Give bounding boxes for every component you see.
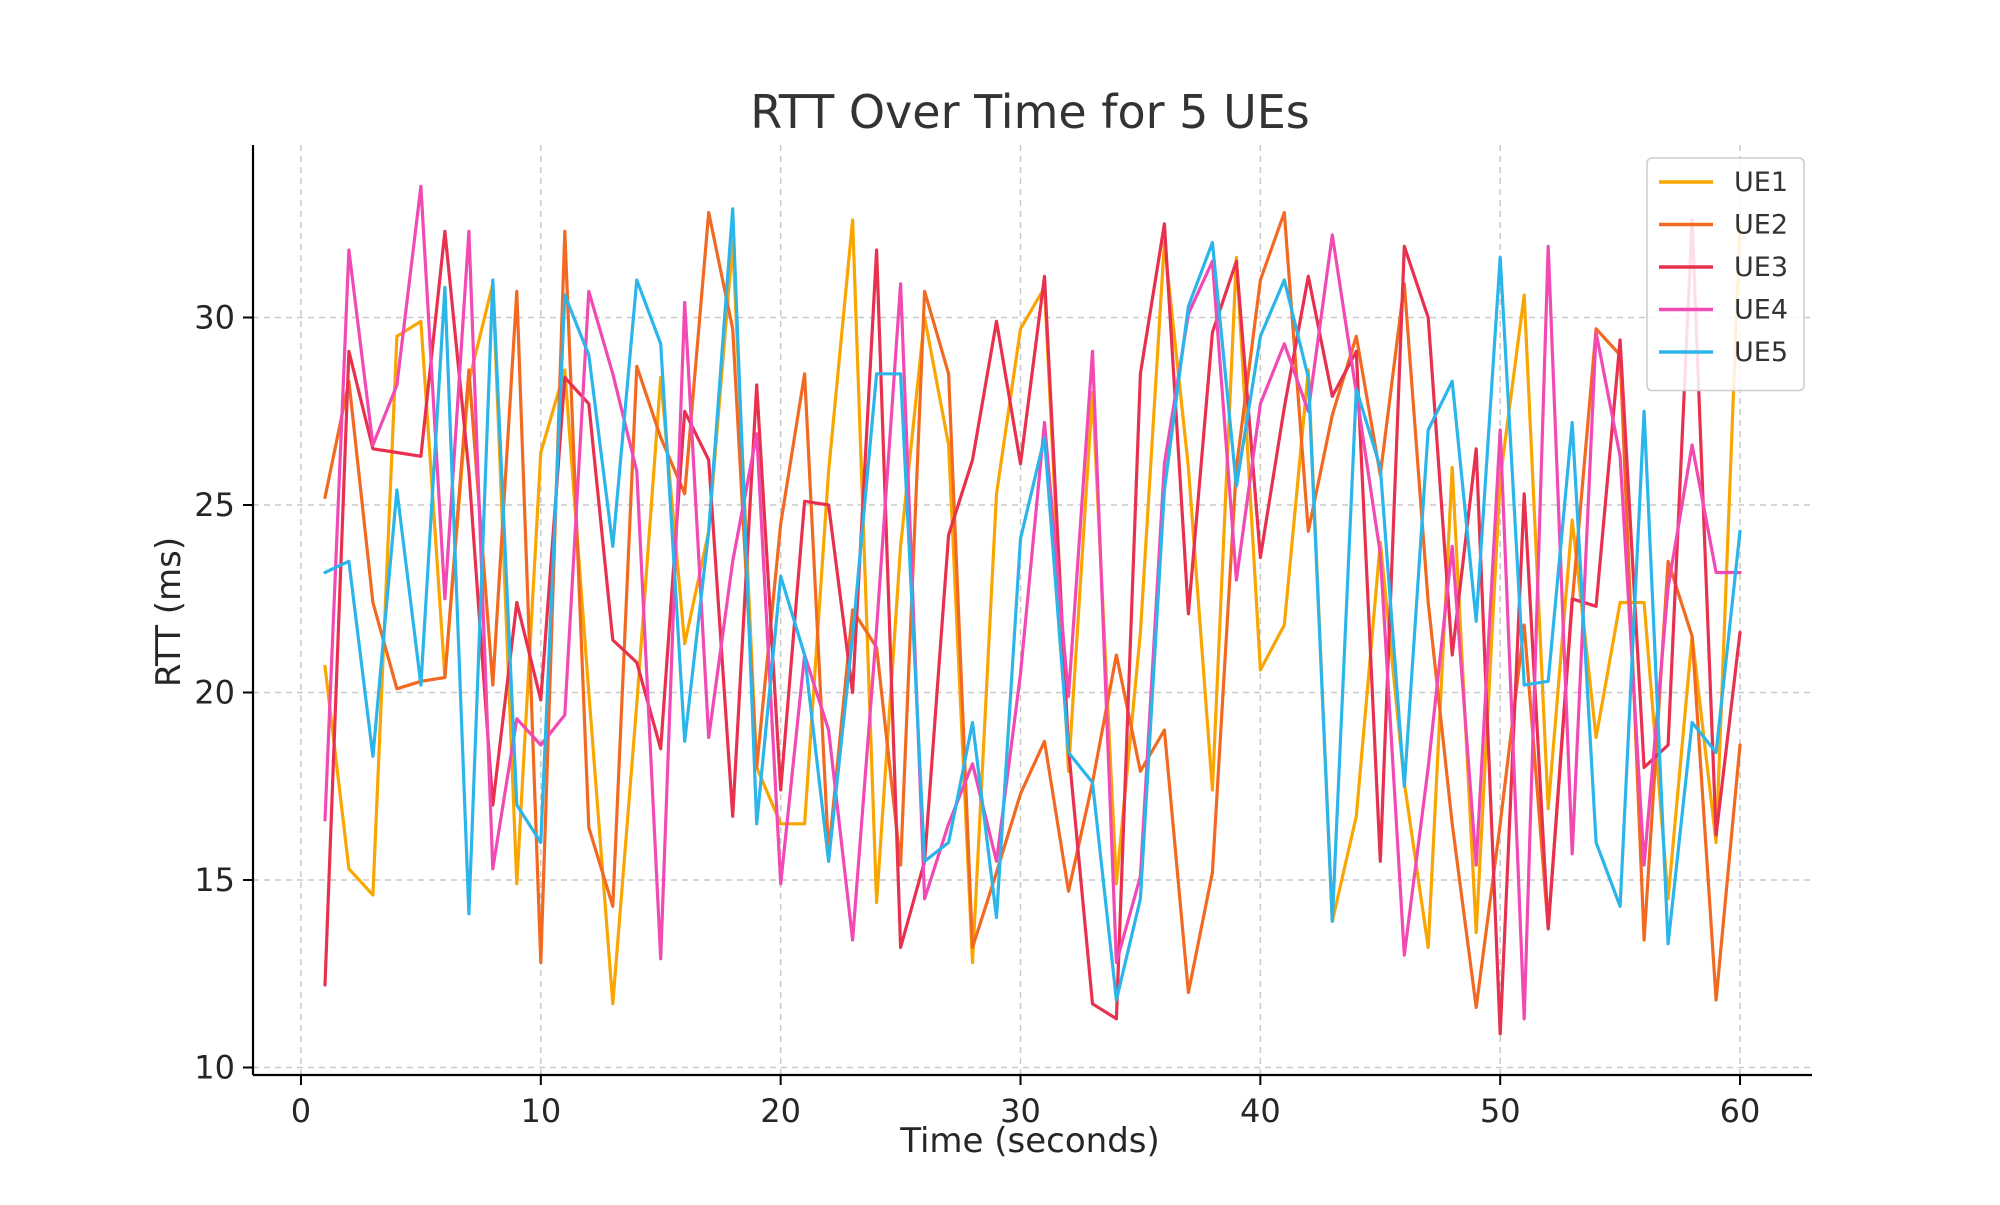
x-tick-label: 0 [291,1092,311,1130]
y-tick-label: 10 [194,1049,235,1087]
series-lines [323,184,1742,1036]
x-tick-label: 10 [520,1092,561,1130]
legend-box [1646,157,1805,392]
y-axis-label: RTT (ms) [149,537,189,687]
x-axis-label: Time (seconds) [899,1121,1160,1161]
y-tick-label: 30 [194,299,235,337]
legend-label-ue3: UE3 [1734,252,1788,283]
y-tick-label: 25 [194,486,235,524]
x-tick-label: 20 [760,1092,801,1130]
x-tick-label: 30 [1000,1092,1041,1130]
x-tick-label: 40 [1240,1092,1281,1130]
series-line-ue5 [323,207,1742,1002]
series-line-ue4 [323,184,1742,1021]
x-tick-label: 50 [1480,1092,1521,1130]
legend-label-ue4: UE4 [1734,295,1788,326]
y-tick-label: 15 [194,861,235,899]
axes: 0 10 20 30 40 50 60 10 15 20 25 30 [194,145,1812,1130]
legend-label-ue1: UE1 [1734,167,1788,198]
legend-label-ue2: UE2 [1734,210,1788,241]
legend: UE1 UE2 UE3 UE4 UE5 [1646,157,1805,392]
x-tick-label: 60 [1720,1092,1761,1130]
chart-title: RTT Over Time for 5 UEs [750,85,1310,139]
series-line-ue3 [323,218,1742,1036]
y-tick-label: 20 [194,674,235,712]
legend-label-ue5: UE5 [1734,337,1788,368]
